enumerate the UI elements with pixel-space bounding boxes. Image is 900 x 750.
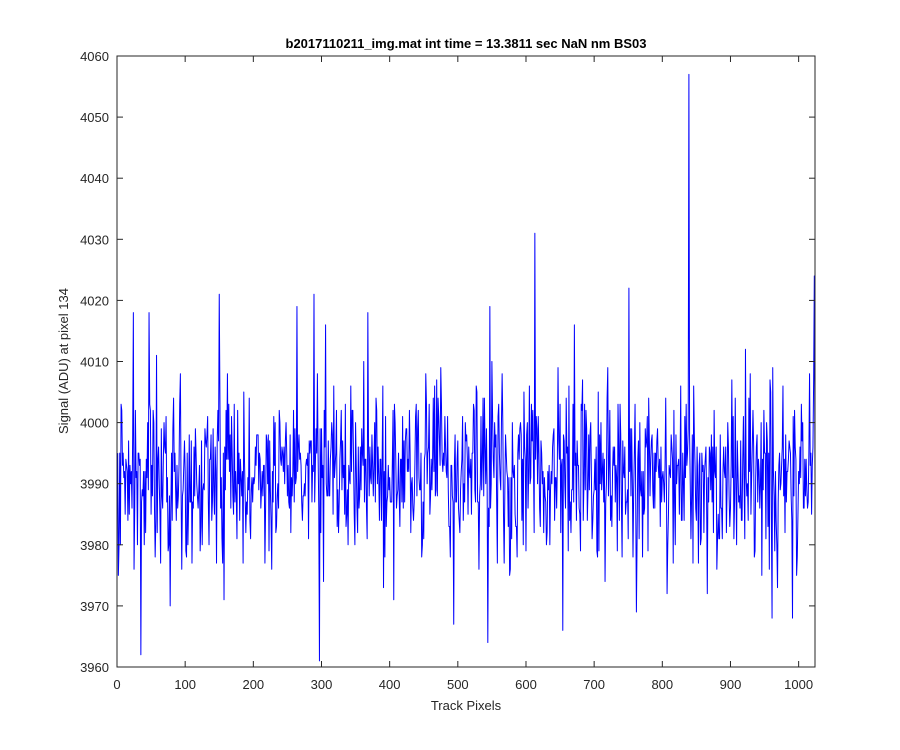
- y-tick-label: 4030: [80, 232, 109, 247]
- x-tick-label: 200: [242, 677, 264, 692]
- y-tick-label: 3990: [80, 477, 109, 492]
- data-point: [688, 73, 690, 75]
- y-tick-label: 3980: [80, 538, 109, 553]
- data-point: [562, 629, 564, 631]
- y-tick-label: 4040: [80, 171, 109, 186]
- axes-background: [117, 56, 815, 667]
- x-tick-label: 1000: [784, 677, 813, 692]
- x-tick-label: 800: [651, 677, 673, 692]
- y-axis-label: Signal (ADU) at pixel 134: [56, 288, 71, 434]
- x-axis-ticks: 0 100 200 300 400 500 600 700 800 900 1000: [113, 56, 813, 692]
- data-point: [117, 574, 119, 576]
- y-tick-label: 4000: [80, 416, 109, 431]
- y-tick-label: 3970: [80, 599, 109, 614]
- data-point: [367, 312, 369, 314]
- y-axis-ticks: 3960 3970 3980 3990 4000 4010 4020 4030 4040 4050…: [80, 49, 815, 675]
- data-point: [132, 312, 134, 314]
- data-point: [313, 293, 315, 295]
- x-tick-label: 900: [720, 677, 742, 692]
- series-line: [117, 73, 816, 662]
- plot-area: 0 100 200 300 400 500 600 700 800 900 1000 3960 397…: [80, 49, 816, 692]
- x-tick-label: 700: [583, 677, 605, 692]
- x-tick-label: 600: [515, 677, 537, 692]
- data-point: [635, 611, 637, 613]
- y-tick-label: 4060: [80, 49, 109, 64]
- y-tick-label: 4020: [80, 293, 109, 308]
- data-point: [771, 617, 773, 619]
- data-point: [318, 660, 320, 662]
- data-point: [628, 287, 630, 289]
- data-point: [140, 654, 142, 656]
- x-tick-label: 0: [113, 677, 120, 692]
- y-tick-label: 3960: [80, 660, 109, 675]
- data-point: [489, 306, 491, 308]
- data-point: [296, 306, 298, 308]
- y-tick-label: 4050: [80, 110, 109, 125]
- data-point: [218, 293, 220, 295]
- x-tick-label: 400: [379, 677, 401, 692]
- x-tick-label: 500: [447, 677, 469, 692]
- data-point: [148, 312, 150, 314]
- y-tick-label: 4010: [80, 355, 109, 370]
- x-tick-label: 300: [311, 677, 333, 692]
- chart-title: b2017110211_img.mat int time = 13.3811 s…: [286, 36, 647, 51]
- data-point: [487, 642, 489, 644]
- data-point: [453, 623, 455, 625]
- x-axis-label: Track Pixels: [431, 698, 502, 713]
- x-tick-label: 100: [174, 677, 196, 692]
- data-point: [534, 232, 536, 234]
- data-point: [792, 617, 794, 619]
- data-point: [223, 599, 225, 601]
